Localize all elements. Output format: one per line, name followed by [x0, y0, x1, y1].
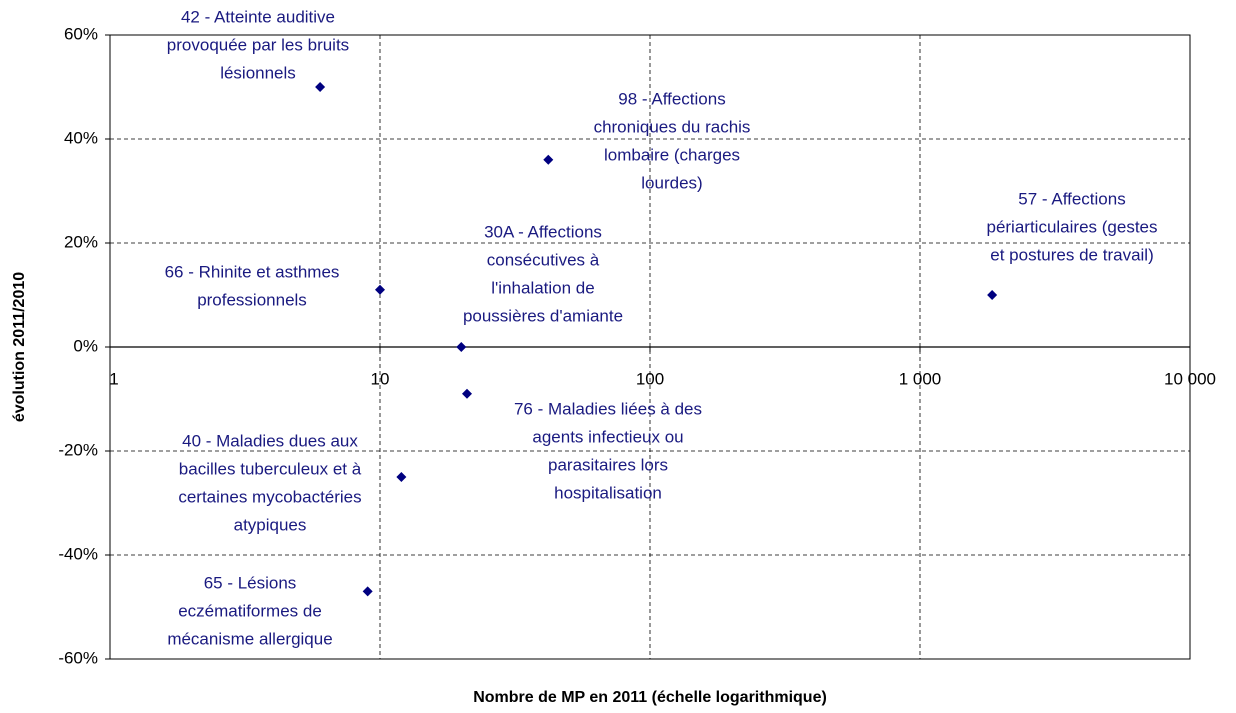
x-tick-label: 1 000 [899, 369, 942, 388]
point-label: 42 - Atteinte auditive [181, 7, 335, 26]
y-tick-label: -60% [58, 648, 98, 667]
point-label: l'inhalation de [491, 278, 594, 297]
point [375, 284, 385, 295]
x-tick-label: 100 [636, 369, 664, 388]
y-tick-label: 60% [64, 24, 98, 43]
y-tick-label: 0% [73, 336, 98, 355]
point-label: parasitaires lors [548, 455, 668, 474]
y-tick-label: -40% [58, 544, 98, 563]
point-label: 30A - Affections [484, 222, 602, 241]
point-label: lourdes) [641, 173, 702, 192]
point-label: périarticulaires (gestes [986, 217, 1157, 236]
point-label: et postures de travail) [990, 245, 1153, 264]
point-label: bacilles tuberculeux et à [179, 459, 362, 478]
point-label: hospitalisation [554, 483, 662, 502]
y-axis-title: évolution 2011/2010 [11, 272, 28, 422]
point-label: eczématiformes de [178, 601, 322, 620]
point-label: atypiques [234, 515, 307, 534]
point-label: provoquée par les bruits [167, 35, 349, 54]
point-label: poussières d'amiante [463, 306, 623, 325]
point [987, 290, 998, 300]
point [315, 82, 326, 92]
point-label: 76 - Maladies liées à des [514, 399, 702, 418]
point [461, 388, 472, 399]
point-label: 40 - Maladies dues aux [182, 431, 358, 450]
point-label: 66 - Rhinite et asthmes [165, 262, 340, 281]
point-label: professionnels [197, 290, 307, 309]
x-axis-title: Nombre de MP en 2011 (échelle logarithmi… [473, 689, 827, 706]
point-label: 98 - Affections [618, 89, 725, 108]
x-tick-label: 10 [371, 369, 390, 388]
point [543, 154, 554, 165]
point-label: agents infectieux ou [532, 427, 683, 446]
point-label: certaines mycobactéries [178, 487, 361, 506]
point-label: lombaire (charges [604, 145, 740, 164]
point-label: consécutives à [487, 250, 600, 269]
point-label: mécanisme allergique [167, 629, 332, 648]
point [456, 342, 467, 352]
point-label: 57 - Affections [1018, 189, 1125, 208]
point-label: lésionnels [220, 63, 296, 82]
point [396, 472, 407, 482]
point-label: chroniques du rachis [594, 117, 751, 136]
x-tick-label: 1 [109, 369, 118, 388]
y-tick-label: 20% [64, 232, 98, 251]
point [362, 586, 373, 597]
point-label: 65 - Lésions [204, 573, 297, 592]
y-tick-label: 40% [64, 128, 98, 147]
y-tick-label: -20% [58, 440, 98, 459]
